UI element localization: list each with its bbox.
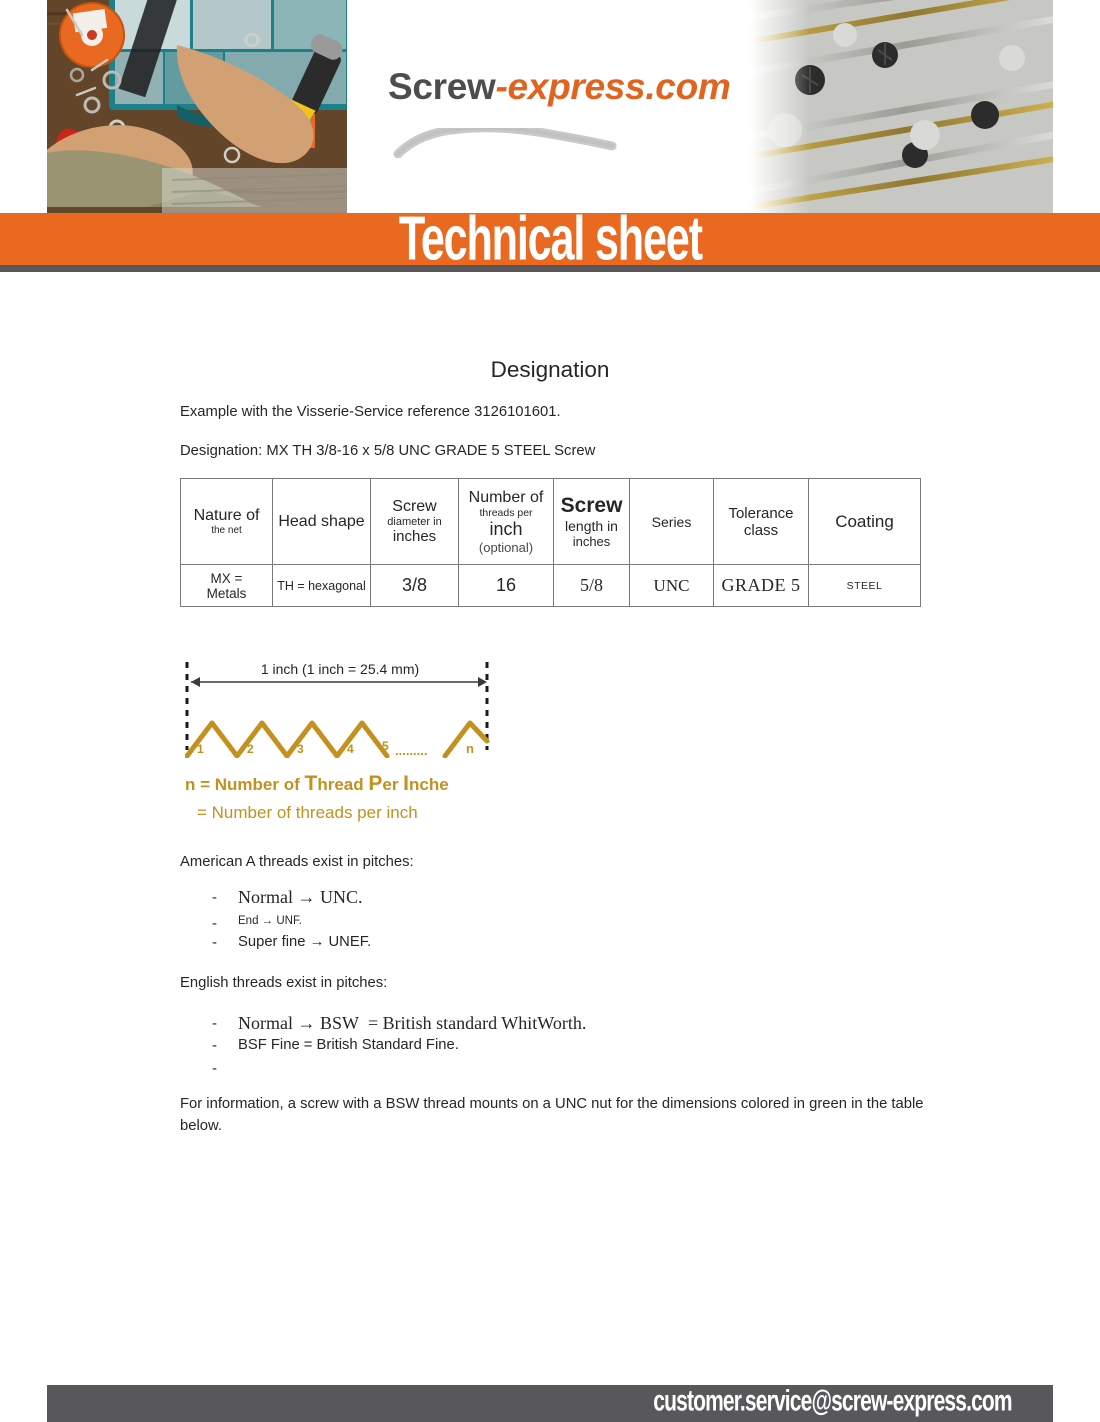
svg-text:5: 5 bbox=[382, 739, 389, 753]
svg-text:1: 1 bbox=[197, 742, 204, 756]
svg-text:2: 2 bbox=[247, 742, 254, 756]
svg-text:4: 4 bbox=[347, 742, 354, 756]
svg-text:.........: ......... bbox=[395, 743, 428, 758]
svg-text:n: n bbox=[466, 741, 474, 756]
svg-text:1 inch (1 inch = 25.4 mm): 1 inch (1 inch = 25.4 mm) bbox=[261, 662, 419, 677]
svg-text:3: 3 bbox=[297, 742, 304, 756]
